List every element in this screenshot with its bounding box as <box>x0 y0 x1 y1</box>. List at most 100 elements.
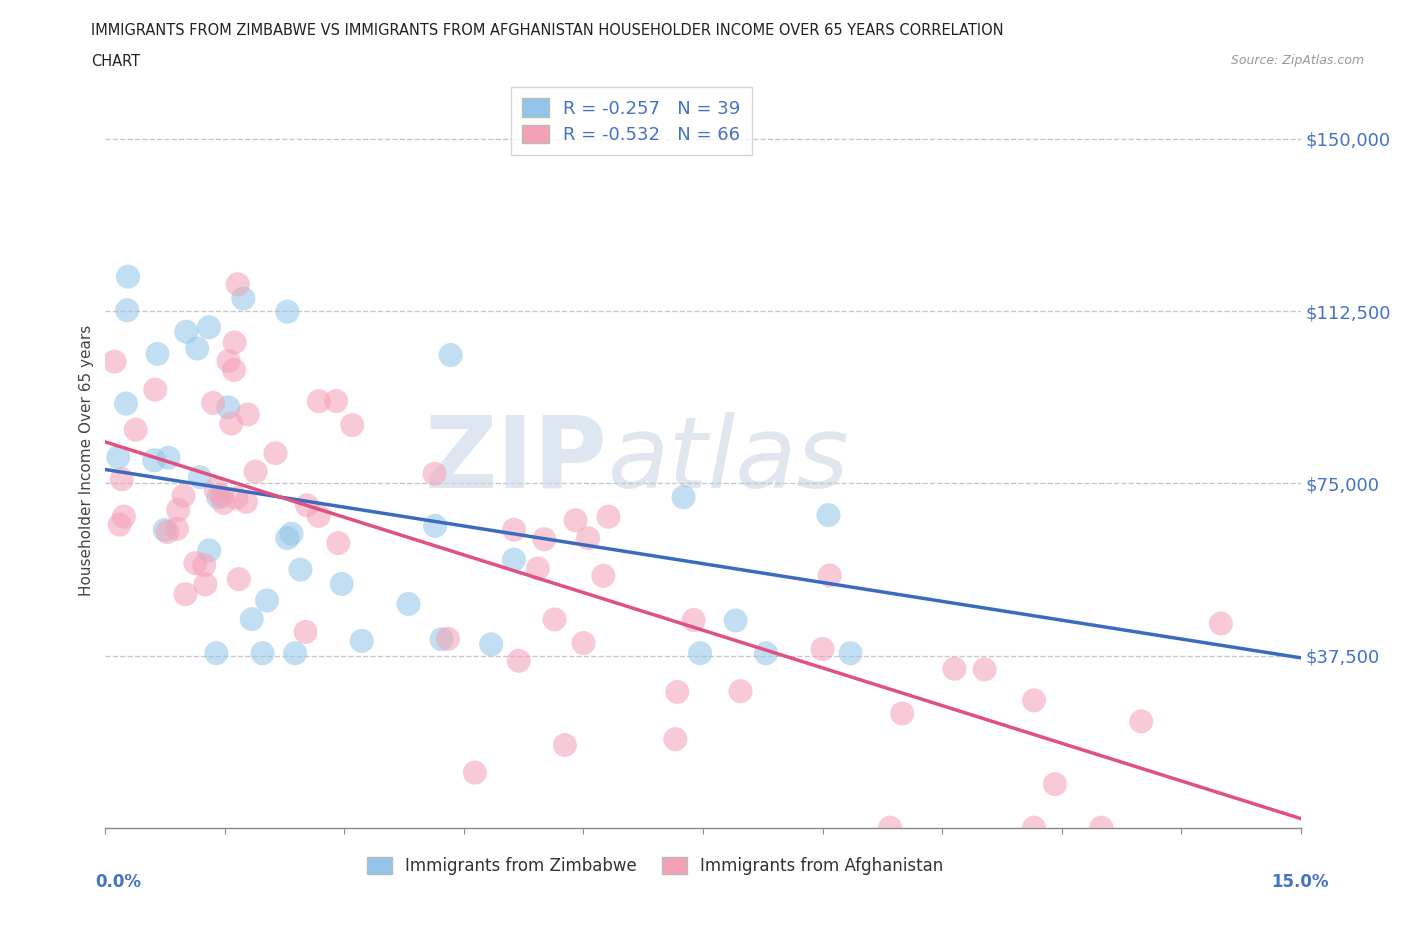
Text: Source: ZipAtlas.com: Source: ZipAtlas.com <box>1230 54 1364 67</box>
Point <box>256 593 278 608</box>
Point <box>228 572 250 587</box>
Point <box>308 393 330 408</box>
Text: ZIP: ZIP <box>425 412 607 509</box>
Point <box>226 277 249 292</box>
Point <box>1022 820 1045 835</box>
Point <box>666 684 689 699</box>
Point <box>398 596 420 611</box>
Point <box>193 558 215 573</box>
Point <box>508 654 530 669</box>
Point <box>194 577 217 591</box>
Point <box>1090 820 1112 835</box>
Point <box>295 498 318 512</box>
Point <box>325 393 347 408</box>
Point <box>252 645 274 660</box>
Point <box>224 335 246 350</box>
Point <box>437 631 460 646</box>
Point <box>236 407 259 422</box>
Point <box>943 661 966 676</box>
Point <box>839 645 862 660</box>
Point <box>264 445 287 460</box>
Point <box>117 270 139 285</box>
Point <box>198 320 221 335</box>
Text: CHART: CHART <box>91 54 141 69</box>
Point <box>502 552 524 567</box>
Point <box>207 490 229 505</box>
Point <box>1130 714 1153 729</box>
Point <box>112 509 135 524</box>
Point <box>143 453 166 468</box>
Point <box>276 531 298 546</box>
Point <box>755 645 778 660</box>
Point <box>308 509 330 524</box>
Point <box>280 526 302 541</box>
Point <box>533 532 555 547</box>
Point <box>1043 777 1066 791</box>
Point <box>479 637 502 652</box>
Point <box>174 587 197 602</box>
Point <box>103 354 125 369</box>
Point <box>202 395 225 410</box>
Point <box>284 645 307 660</box>
Point <box>235 495 257 510</box>
Point <box>204 483 226 498</box>
Point <box>188 470 211 485</box>
Point <box>672 490 695 505</box>
Point <box>166 522 188 537</box>
Point <box>153 523 176 538</box>
Point <box>186 341 208 356</box>
Point <box>167 502 190 517</box>
Legend: Immigrants from Zimbabwe, Immigrants from Afghanistan: Immigrants from Zimbabwe, Immigrants fro… <box>360 850 950 882</box>
Point <box>879 820 901 835</box>
Point <box>730 684 752 698</box>
Point <box>682 613 704 628</box>
Point <box>294 624 316 639</box>
Point <box>156 525 179 539</box>
Point <box>245 464 267 479</box>
Point <box>891 706 914 721</box>
Point <box>143 382 166 397</box>
Point <box>232 291 254 306</box>
Point <box>818 568 841 583</box>
Point <box>423 518 446 533</box>
Point <box>543 612 565 627</box>
Point <box>1022 693 1045 708</box>
Point <box>217 400 239 415</box>
Point <box>564 512 586 527</box>
Point <box>240 612 263 627</box>
Text: atlas: atlas <box>607 412 849 509</box>
Point <box>527 561 550 576</box>
Text: 15.0%: 15.0% <box>1271 872 1329 891</box>
Point <box>350 633 373 648</box>
Point <box>146 347 169 362</box>
Point <box>430 631 453 646</box>
Point <box>211 488 233 503</box>
Point <box>464 765 486 780</box>
Point <box>276 304 298 319</box>
Point <box>503 523 526 538</box>
Point <box>111 472 134 486</box>
Text: IMMIGRANTS FROM ZIMBABWE VS IMMIGRANTS FROM AFGHANISTAN HOUSEHOLDER INCOME OVER : IMMIGRANTS FROM ZIMBABWE VS IMMIGRANTS F… <box>91 23 1004 38</box>
Point <box>423 466 446 481</box>
Point <box>973 662 995 677</box>
Point <box>689 645 711 660</box>
Point <box>157 450 180 465</box>
Point <box>115 303 138 318</box>
Point <box>125 422 148 437</box>
Point <box>225 490 247 505</box>
Point <box>174 325 197 339</box>
Point <box>184 555 207 570</box>
Point <box>554 737 576 752</box>
Point <box>115 396 138 411</box>
Point <box>439 348 461 363</box>
Point <box>198 543 221 558</box>
Point <box>108 517 131 532</box>
Point <box>173 488 195 503</box>
Point <box>205 645 228 660</box>
Point <box>664 732 686 747</box>
Point <box>212 496 235 511</box>
Point <box>330 577 353 591</box>
Point <box>817 508 839 523</box>
Text: 0.0%: 0.0% <box>96 872 142 891</box>
Point <box>218 353 240 368</box>
